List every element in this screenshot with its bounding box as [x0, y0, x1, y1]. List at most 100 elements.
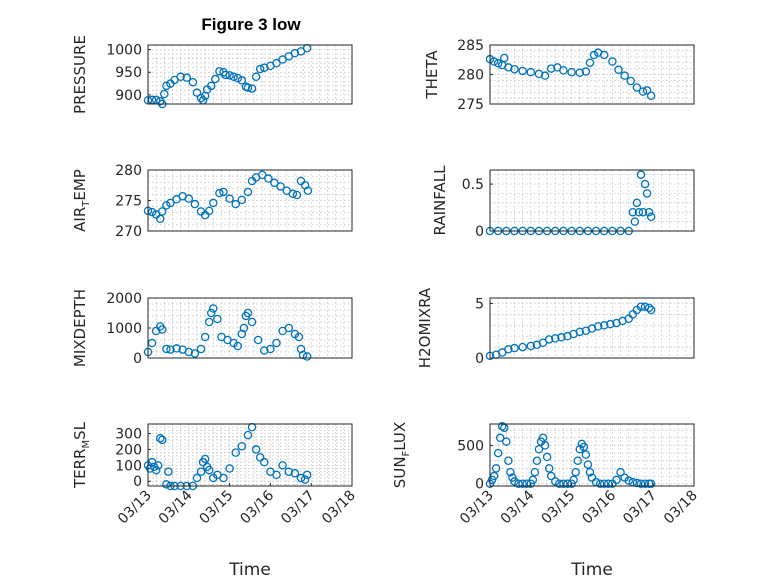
x-tick-label: 03/18 — [661, 488, 701, 528]
data-point — [551, 477, 560, 486]
y-tick-label: 100 — [115, 458, 142, 474]
x-tick-label: 03/17 — [278, 488, 318, 528]
data-point — [540, 441, 550, 450]
data-point — [632, 83, 642, 92]
data-point — [260, 457, 269, 467]
y-tick-label: 200 — [115, 442, 142, 458]
y-tick-label: 285 — [457, 38, 484, 54]
data-point — [158, 435, 167, 445]
data-point — [166, 198, 175, 208]
data-point — [229, 72, 238, 82]
y-tick-label: 0 — [133, 474, 142, 490]
data-point — [642, 86, 652, 95]
data-point — [190, 349, 200, 358]
y-axis-label: PRESSURE — [71, 35, 89, 114]
axes-frame — [147, 423, 353, 487]
data-point — [233, 73, 243, 83]
data-point — [302, 470, 312, 480]
y-tick-label: 5 — [475, 296, 484, 312]
data-point — [532, 456, 542, 465]
data-point — [153, 461, 163, 470]
data-point — [518, 66, 527, 76]
data-point — [585, 467, 595, 477]
data-point — [255, 64, 265, 74]
data-point — [528, 475, 538, 485]
data-point — [510, 64, 519, 74]
data-point — [646, 479, 656, 488]
y-tick-label: 900 — [115, 88, 142, 104]
plot-area — [490, 298, 694, 358]
data-point — [288, 189, 298, 199]
data-point — [276, 182, 285, 191]
data-point — [504, 63, 513, 72]
y-tick-label: 2000 — [106, 291, 142, 307]
data-point — [219, 473, 228, 483]
panel-pressure: 900 950 1000 PRESSURE — [71, 35, 353, 114]
data-point — [620, 71, 629, 80]
x-tick-label: 03/16 — [579, 487, 619, 527]
data-point — [634, 207, 644, 217]
data-point — [176, 72, 185, 82]
data-point — [284, 467, 294, 476]
figure-title: Figure 3 low — [201, 15, 301, 34]
y-tick-label: 300 — [115, 427, 142, 443]
axes-frame — [489, 169, 695, 232]
data-point — [495, 433, 505, 443]
x-tick-label: 03/18 — [319, 488, 359, 528]
axes-frame — [489, 297, 695, 359]
panel-sun_flux: 0 500 03/13 03/14 03/15 03/16 03/17 03/18 Time SU… — [391, 422, 701, 580]
data-point — [542, 452, 552, 462]
x-tick-label: 03/14 — [156, 487, 196, 527]
data-point — [636, 302, 646, 311]
data-point — [192, 88, 202, 97]
data-point — [190, 199, 200, 209]
y-axis-label: THETA — [423, 50, 441, 100]
x-tick-label: 03/17 — [620, 488, 660, 528]
data-point — [243, 187, 253, 197]
data-point — [644, 303, 654, 313]
data-point — [260, 346, 269, 355]
data-point — [544, 335, 554, 344]
data-point — [272, 58, 281, 68]
y-tick-label: 0 — [475, 477, 484, 493]
data-point — [225, 71, 234, 80]
y-tick-label: 0 — [475, 351, 484, 367]
data-point — [243, 83, 253, 92]
data-point — [557, 333, 566, 342]
data-point — [253, 335, 263, 345]
data-point — [215, 188, 224, 198]
data-point — [624, 476, 633, 485]
data-point — [160, 89, 169, 99]
data-point — [247, 84, 257, 93]
data-point — [251, 445, 261, 454]
data-point — [636, 479, 646, 488]
data-point — [630, 217, 640, 226]
data-point — [644, 207, 654, 217]
data-point — [188, 77, 198, 87]
data-point — [638, 207, 648, 217]
data-point — [162, 344, 171, 354]
data-point — [589, 50, 599, 60]
data-point — [184, 347, 194, 357]
panel-h2omixra: 0 5 H2OMIXRA — [416, 287, 695, 368]
x-axis-label: Time — [228, 560, 271, 580]
panel-theta: 275 280 285 THETA — [423, 38, 695, 113]
data-point — [544, 464, 554, 473]
data-point — [636, 170, 646, 179]
data-point — [166, 345, 175, 354]
data-point — [573, 456, 582, 465]
data-point — [614, 65, 623, 75]
data-point — [608, 57, 617, 66]
data-point — [213, 314, 222, 324]
data-point — [567, 67, 576, 77]
data-point — [585, 58, 595, 67]
data-point — [491, 464, 501, 473]
y-axis-label: MIXDEPTH — [71, 289, 89, 367]
y-tick-label: 0.5 — [462, 177, 484, 193]
data-point — [158, 207, 167, 216]
data-point — [502, 437, 511, 446]
data-point — [500, 53, 509, 63]
data-point — [272, 338, 281, 348]
data-point — [640, 179, 650, 189]
